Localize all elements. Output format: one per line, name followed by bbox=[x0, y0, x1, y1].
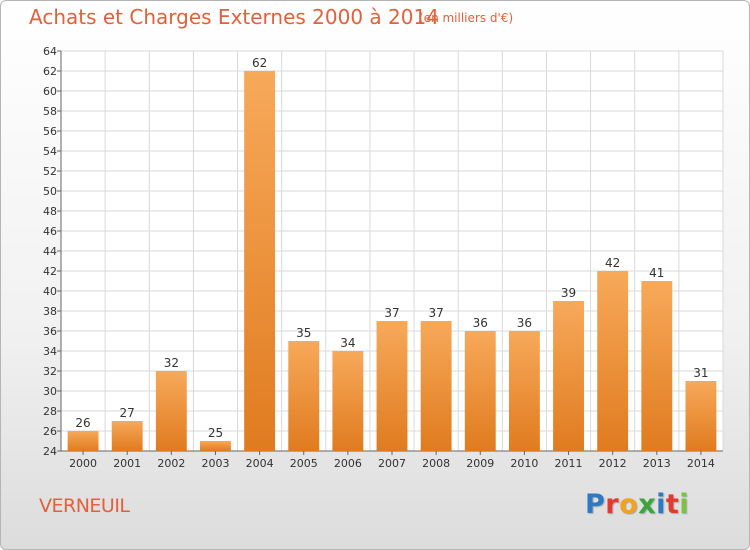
bar bbox=[111, 421, 143, 451]
y-tick-label: 56 bbox=[43, 125, 57, 138]
bar bbox=[685, 381, 717, 451]
y-tick-label: 26 bbox=[43, 425, 57, 438]
x-tick-label: 2005 bbox=[290, 457, 318, 470]
bar-value-label: 36 bbox=[473, 316, 488, 330]
x-tick-label: 2009 bbox=[466, 457, 494, 470]
bar-value-label: 36 bbox=[517, 316, 532, 330]
bar-value-label: 41 bbox=[649, 266, 664, 280]
logo-letter: t bbox=[665, 489, 680, 520]
proxiti-logo: Proxiti bbox=[585, 489, 689, 520]
x-tick-label: 2010 bbox=[510, 457, 538, 470]
y-tick-label: 50 bbox=[43, 185, 57, 198]
y-tick-label: 28 bbox=[43, 405, 57, 418]
x-tick-label: 2011 bbox=[555, 457, 583, 470]
y-tick-label: 30 bbox=[43, 385, 57, 398]
y-tick-label: 44 bbox=[43, 245, 57, 258]
bar bbox=[244, 71, 276, 451]
y-tick-label: 24 bbox=[43, 445, 57, 458]
y-tick-label: 54 bbox=[43, 145, 57, 158]
bar bbox=[508, 331, 540, 451]
x-tick-label: 2004 bbox=[246, 457, 274, 470]
y-tick-label: 34 bbox=[43, 345, 57, 358]
logo-letter: i bbox=[656, 489, 666, 520]
logo-letter: i bbox=[679, 489, 690, 520]
bar-value-label: 31 bbox=[693, 366, 708, 380]
logo-letter: o bbox=[619, 489, 639, 520]
y-tick-label: 32 bbox=[43, 365, 57, 378]
x-tick-label: 2006 bbox=[334, 457, 362, 470]
bar-value-label: 37 bbox=[384, 306, 399, 320]
y-tick-label: 64 bbox=[43, 45, 57, 58]
bar-value-label: 34 bbox=[340, 336, 355, 350]
bar-value-label: 39 bbox=[561, 286, 576, 300]
bar bbox=[641, 281, 673, 451]
x-tick-label: 2003 bbox=[201, 457, 229, 470]
y-tick-label: 36 bbox=[43, 325, 57, 338]
y-tick-label: 48 bbox=[43, 205, 57, 218]
chart-unit: (en milliers d'€) bbox=[419, 11, 514, 25]
y-tick-label: 62 bbox=[43, 65, 57, 78]
bar bbox=[420, 321, 452, 451]
x-tick-label: 2007 bbox=[378, 457, 406, 470]
bar-value-label: 25 bbox=[208, 426, 223, 440]
chart-title: Achats et Charges Externes 2000 à 2014 bbox=[29, 5, 439, 29]
x-tick-label: 2001 bbox=[113, 457, 141, 470]
bar bbox=[332, 351, 364, 451]
logo-letter: r bbox=[605, 489, 620, 520]
bar-value-label: 37 bbox=[428, 306, 443, 320]
bar-value-label: 62 bbox=[252, 56, 267, 70]
bar bbox=[553, 301, 584, 451]
x-tick-label: 2014 bbox=[687, 457, 715, 470]
bar-value-label: 27 bbox=[120, 406, 135, 420]
x-tick-label: 2012 bbox=[599, 457, 627, 470]
y-tick-label: 38 bbox=[43, 305, 57, 318]
bar bbox=[376, 321, 408, 451]
commune-name: VERNEUIL bbox=[39, 495, 130, 517]
bar bbox=[67, 431, 99, 451]
bar bbox=[288, 341, 320, 451]
bar-value-label: 42 bbox=[605, 256, 620, 270]
y-tick-label: 40 bbox=[43, 285, 57, 298]
y-tick-label: 58 bbox=[43, 105, 57, 118]
bar-value-label: 32 bbox=[164, 356, 179, 370]
y-tick-label: 60 bbox=[43, 85, 57, 98]
x-tick-label: 2002 bbox=[157, 457, 185, 470]
logo-letter: x bbox=[638, 489, 657, 520]
x-tick-label: 2008 bbox=[422, 457, 450, 470]
bar-value-label: 26 bbox=[75, 416, 90, 430]
bar bbox=[200, 441, 231, 451]
x-tick-label: 2013 bbox=[643, 457, 671, 470]
bar bbox=[464, 331, 496, 451]
y-tick-label: 52 bbox=[43, 165, 57, 178]
bar-value-label: 35 bbox=[296, 326, 311, 340]
logo-letter: P bbox=[585, 489, 606, 520]
y-tick-label: 46 bbox=[43, 225, 57, 238]
x-tick-label: 2000 bbox=[69, 457, 97, 470]
y-tick-label: 42 bbox=[43, 265, 57, 278]
bar bbox=[597, 271, 629, 451]
bar bbox=[155, 371, 187, 451]
